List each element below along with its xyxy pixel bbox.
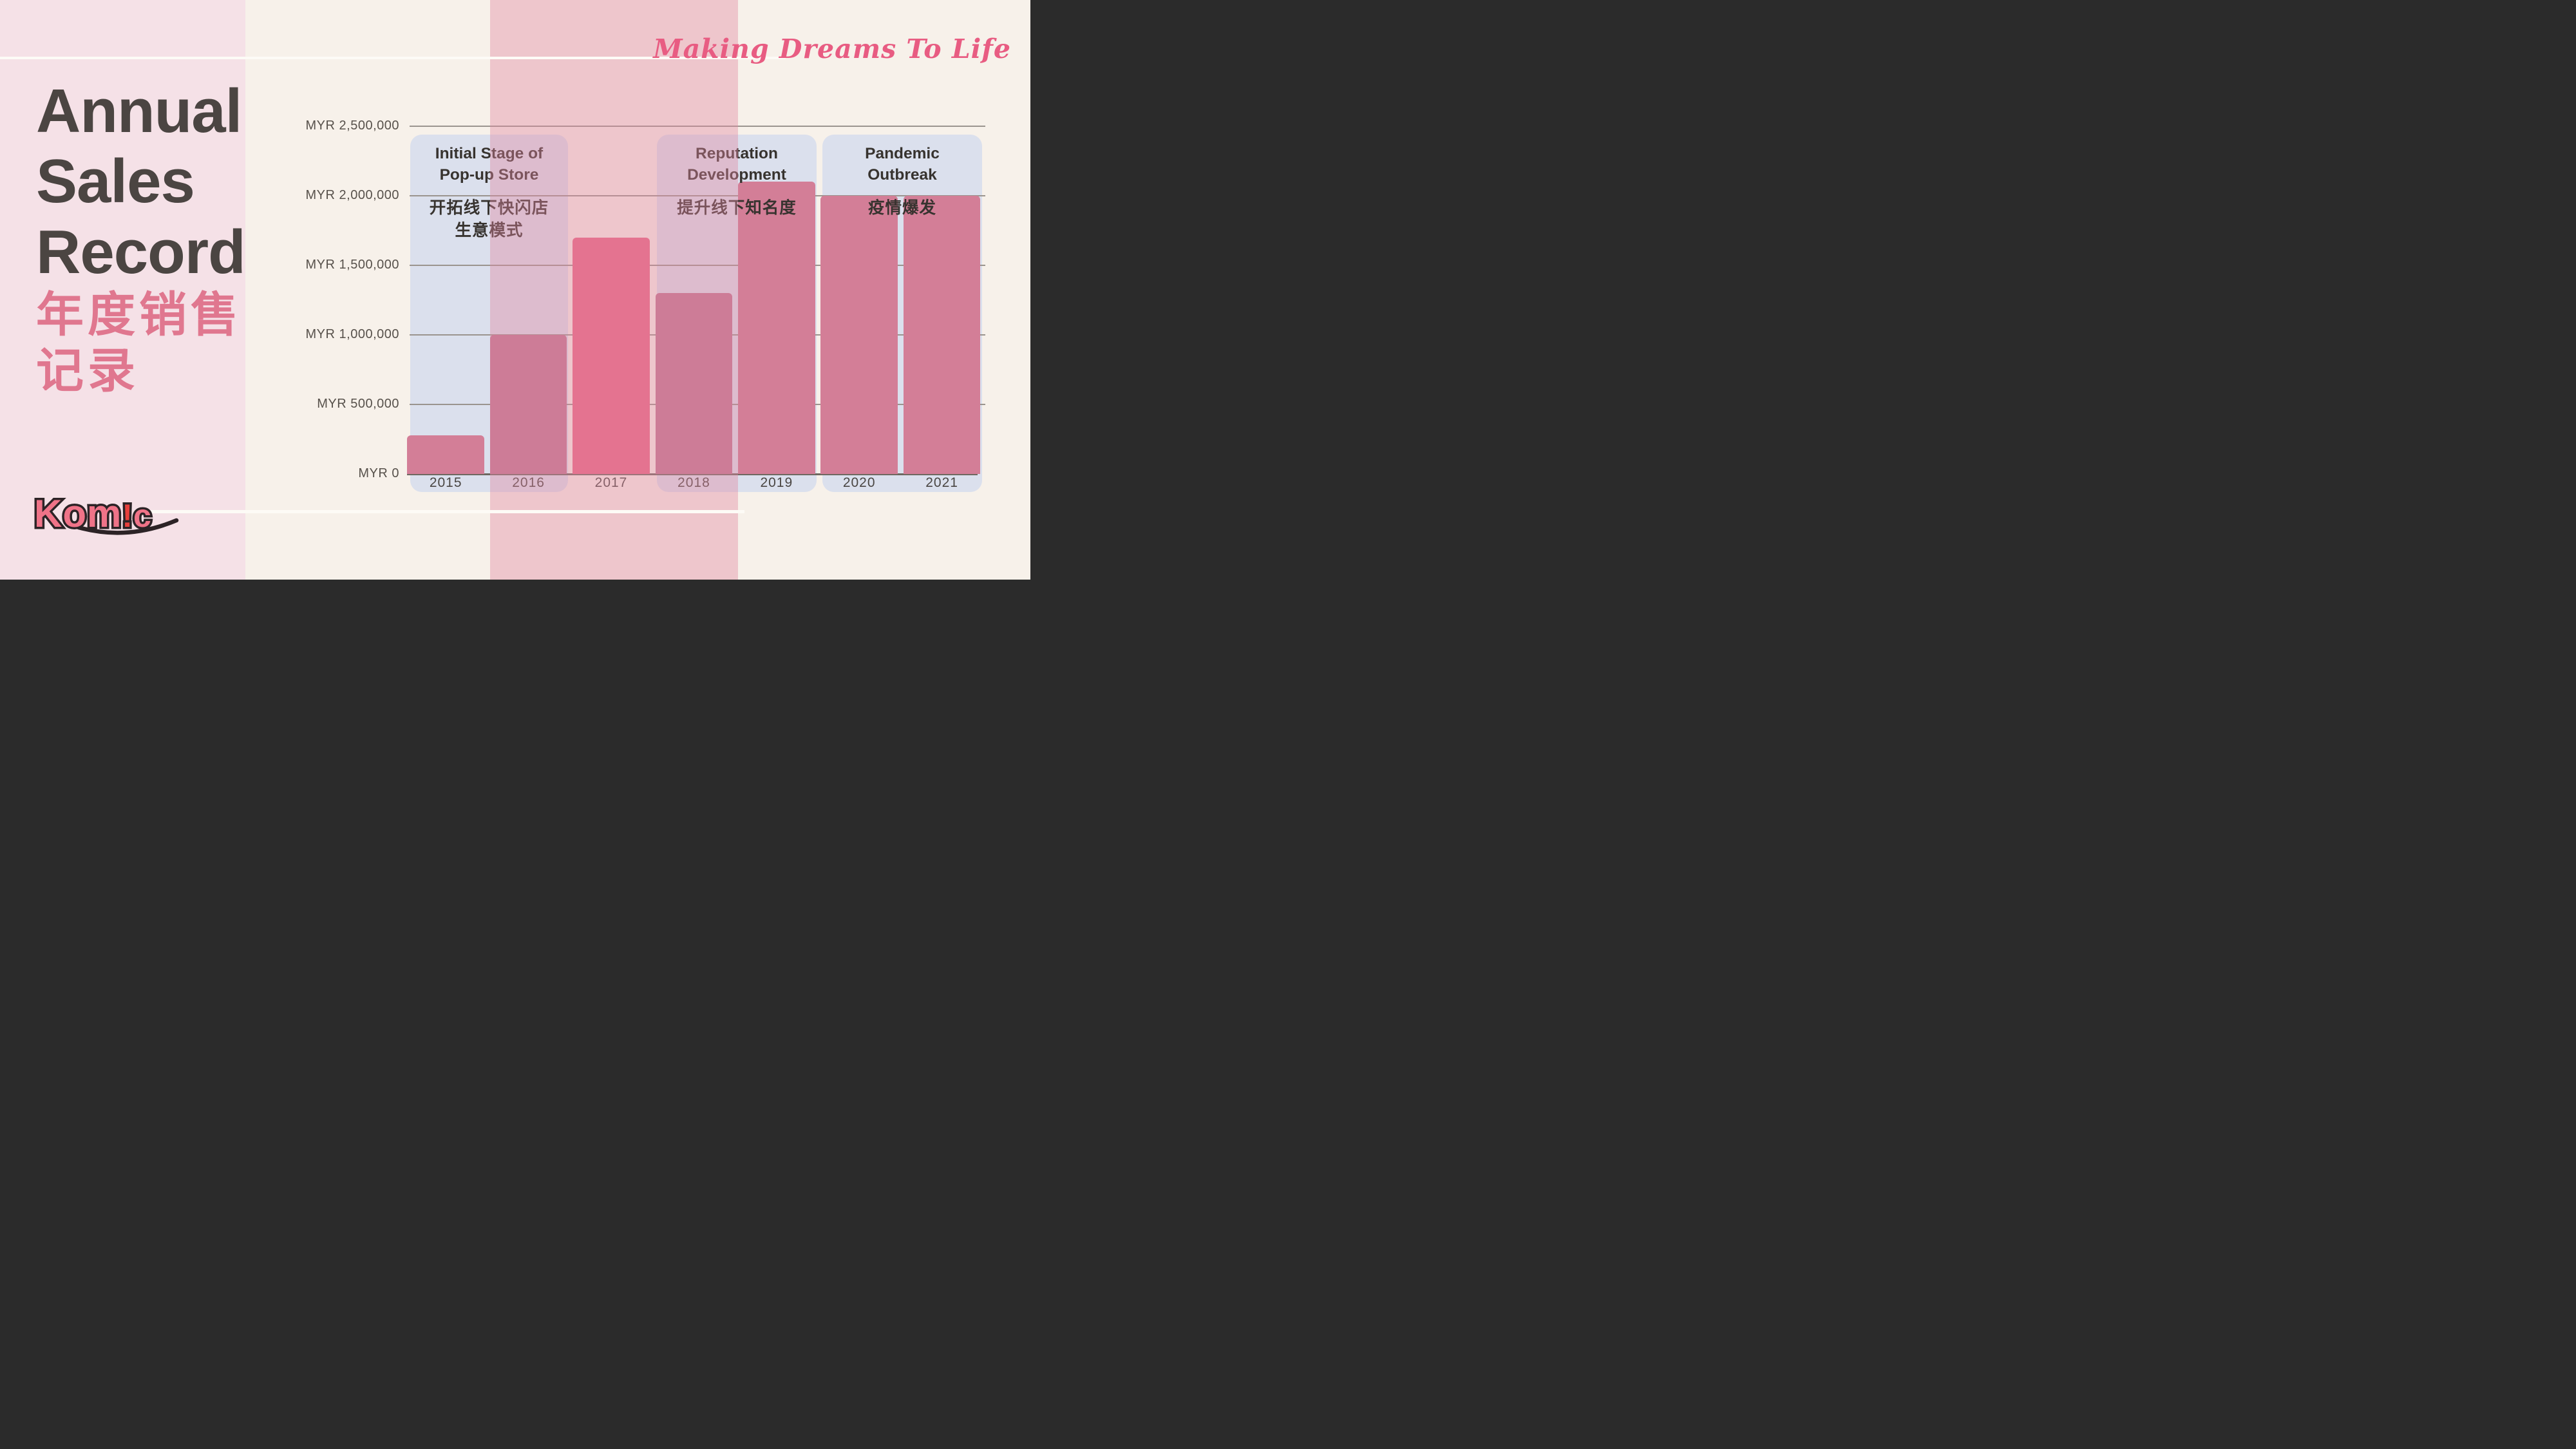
- year-label-2018: 2018: [677, 475, 710, 490]
- bar-2021: [903, 196, 981, 474]
- grid-line: [410, 265, 985, 266]
- bar-2017: [573, 237, 650, 474]
- y-axis-tick-label: MYR 2,500,000: [305, 118, 399, 133]
- highlight-band: [489, 0, 738, 580]
- top-divider-line: [0, 57, 786, 59]
- bar-2019: [738, 182, 815, 474]
- year-label-2019: 2019: [760, 475, 793, 490]
- bottom-divider-line: [147, 510, 744, 513]
- logo-text: Kom!c: [34, 492, 152, 535]
- annotation-title-1: Initial Stage of Pop-up Store: [435, 145, 544, 184]
- annotation-subtitle-1: 开拓线下快闪店 生意模式: [429, 199, 549, 240]
- page-subtitle: 年度销售 记录: [36, 287, 242, 399]
- year-label-2020: 2020: [842, 475, 876, 490]
- y-axis-tick-label: MYR 2,000,000: [305, 188, 399, 202]
- annotation-subtitle-2: 提升线下知名度: [677, 199, 797, 217]
- grid-line: [410, 195, 985, 196]
- y-axis-tick-label: MYR 1,000,000: [305, 327, 399, 341]
- page-title-line3: Record: [36, 217, 246, 287]
- bar-chart: Initial Stage of Pop-up Store 开拓线下快闪店 生意模式 R…: [0, 0, 1030, 580]
- bar-2015: [407, 435, 484, 474]
- page-subtitle-line2: 记录: [36, 343, 139, 397]
- year-label-2016: 2016: [512, 475, 545, 490]
- year-label-2015: 2015: [429, 475, 462, 490]
- page-subtitle-line1: 年度销售: [36, 288, 242, 341]
- komic-logo-graphic: Kom!c: [32, 490, 179, 538]
- slide: Initial Stage of Pop-up Store 开拓线下快闪店 生意模式 R…: [0, 0, 1030, 580]
- bar-2016: [489, 335, 567, 474]
- brand-tagline: Making Dreams To Life: [653, 33, 1011, 64]
- page-title-line2: Sales: [36, 147, 195, 216]
- annotation-title-2: Reputation Development: [687, 145, 786, 184]
- bar-2020: [820, 196, 898, 474]
- page-title: Annual Sales Record: [36, 76, 246, 287]
- bar-2018: [655, 293, 733, 474]
- annotation-subtitle-3: 疫情爆发: [867, 199, 936, 217]
- page-title-line1: Annual: [36, 77, 242, 146]
- y-axis-tick-label: MYR 1,500,000: [305, 258, 399, 272]
- left-accent-panel: [0, 0, 245, 580]
- y-axis-tick-label: MYR 0: [358, 466, 399, 480]
- year-label-2021: 2021: [925, 475, 958, 490]
- grid-line: [410, 126, 985, 127]
- annotation-title-3: Pandemic Outbreak: [865, 145, 940, 184]
- y-axis-tick-label: MYR 500,000: [317, 397, 399, 411]
- x-axis-line: [407, 473, 978, 475]
- komic-logo: Kom!c: [32, 490, 184, 545]
- logo-swoosh: [76, 518, 179, 535]
- year-label-2017: 2017: [594, 475, 628, 490]
